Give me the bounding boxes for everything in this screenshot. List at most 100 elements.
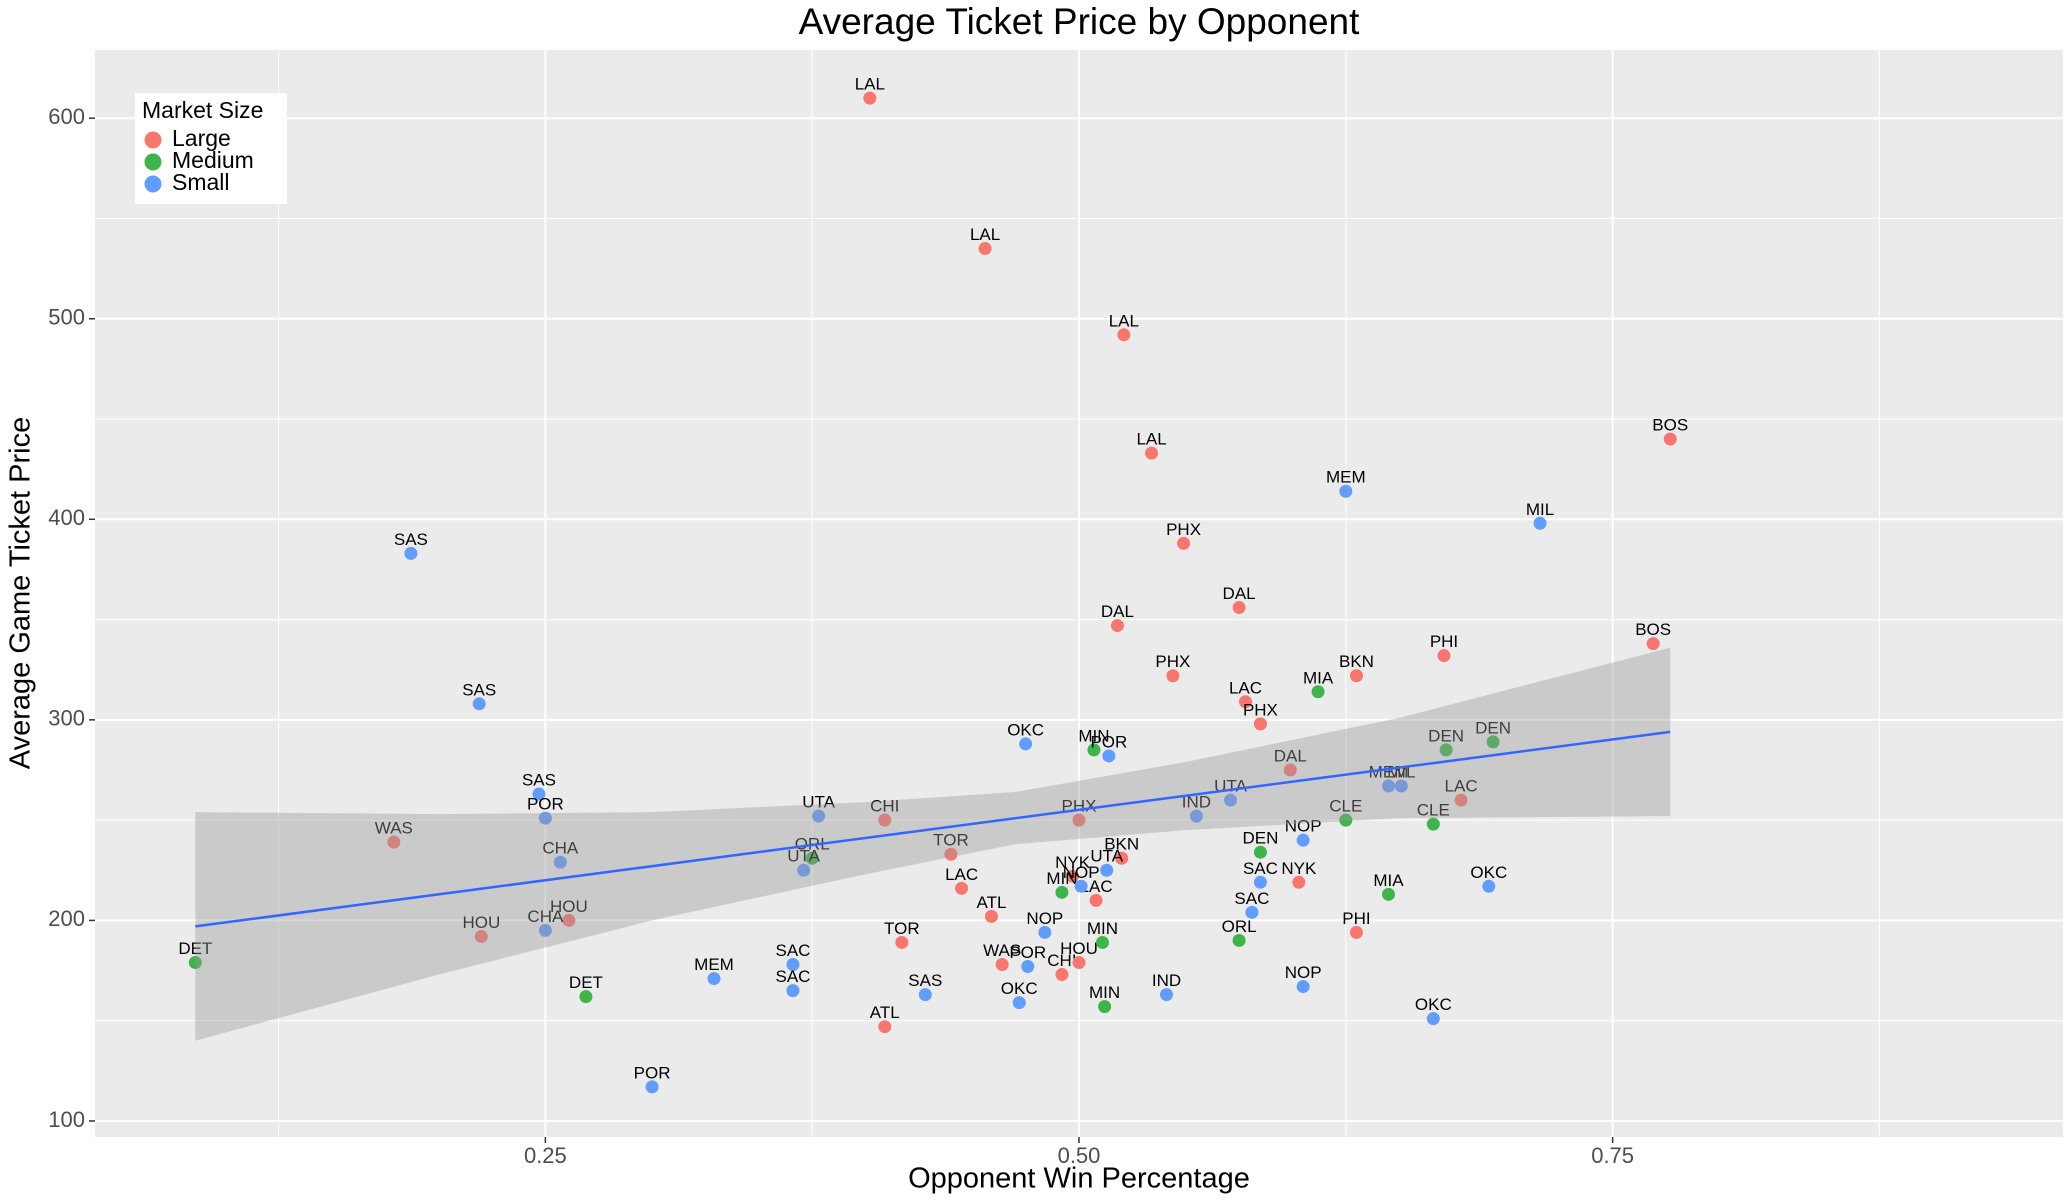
point bbox=[1253, 717, 1267, 731]
point-label: NYK bbox=[1055, 853, 1091, 872]
x-tick-label: 0.50 bbox=[1058, 1143, 1101, 1168]
point-label: NYK bbox=[1281, 859, 1317, 878]
point bbox=[1145, 446, 1159, 460]
point-label: TOR bbox=[933, 831, 969, 850]
point bbox=[1072, 956, 1086, 970]
point-label: LAC bbox=[1229, 678, 1262, 697]
point-label: SAC bbox=[1243, 859, 1278, 878]
point-label: WAS bbox=[983, 941, 1021, 960]
point-label: UTA bbox=[802, 793, 835, 812]
point-label: MEM bbox=[1326, 468, 1366, 487]
point bbox=[1426, 1012, 1440, 1026]
point-label: POR bbox=[1009, 943, 1046, 962]
point bbox=[1283, 763, 1297, 777]
point bbox=[918, 988, 932, 1002]
point bbox=[955, 881, 969, 895]
point-label: MIN bbox=[1046, 869, 1077, 888]
point bbox=[1232, 601, 1246, 615]
point-label: CHA bbox=[527, 907, 564, 926]
point bbox=[1253, 875, 1267, 889]
point-label: WAS bbox=[375, 819, 413, 838]
point bbox=[1646, 637, 1660, 651]
point-label: SAS bbox=[394, 530, 428, 549]
point bbox=[786, 984, 800, 998]
point-label: DAL bbox=[1274, 746, 1307, 765]
point bbox=[538, 811, 552, 825]
point bbox=[1311, 685, 1325, 699]
point-label: MIN bbox=[1089, 983, 1120, 1002]
point bbox=[1245, 905, 1259, 919]
point bbox=[786, 958, 800, 972]
point-label: BKN bbox=[1339, 652, 1374, 671]
point-label: BOS bbox=[1652, 416, 1688, 435]
point bbox=[1115, 851, 1129, 865]
point-label: CLE bbox=[1417, 801, 1450, 820]
point-label: MIL bbox=[1526, 500, 1554, 519]
point bbox=[1349, 925, 1363, 939]
point bbox=[1072, 813, 1086, 827]
point-label: HOU bbox=[550, 897, 588, 916]
point-label: IND bbox=[1152, 971, 1181, 990]
point bbox=[1177, 536, 1191, 550]
point bbox=[1382, 779, 1396, 793]
point bbox=[1238, 695, 1252, 709]
point bbox=[1663, 432, 1677, 446]
point-label: LAC bbox=[945, 865, 978, 884]
point-label: HOU bbox=[462, 913, 500, 932]
point-label: LAL bbox=[970, 225, 1000, 244]
point bbox=[1089, 893, 1103, 907]
y-tick-label: 300 bbox=[48, 706, 85, 731]
point-label: DET bbox=[178, 939, 212, 958]
point-label: PHX bbox=[1243, 700, 1278, 719]
point bbox=[1019, 737, 1033, 751]
point-label: TOR bbox=[884, 919, 920, 938]
point-label: DEN bbox=[1428, 726, 1464, 745]
x-tick-label: 0.25 bbox=[524, 1143, 567, 1168]
point bbox=[1292, 875, 1306, 889]
point bbox=[1394, 779, 1408, 793]
point bbox=[387, 835, 401, 849]
point-label: DET bbox=[569, 973, 603, 992]
point bbox=[1296, 980, 1310, 994]
point bbox=[797, 863, 811, 877]
point-label: HOU bbox=[1060, 939, 1098, 958]
point-label: ATL bbox=[977, 893, 1007, 912]
point bbox=[1426, 817, 1440, 831]
point bbox=[532, 787, 546, 801]
point-label: POR bbox=[634, 1063, 671, 1082]
point-label: MEM bbox=[694, 955, 734, 974]
point-label: OKC bbox=[1007, 720, 1044, 739]
point bbox=[474, 929, 488, 943]
point-label: SAC bbox=[775, 967, 810, 986]
point bbox=[1066, 869, 1080, 883]
point-label: CHI bbox=[870, 797, 899, 816]
point bbox=[1486, 735, 1500, 749]
point-label: LAL bbox=[1109, 311, 1139, 330]
point-label: OKC bbox=[1001, 979, 1038, 998]
point-label: LAL bbox=[855, 75, 885, 94]
point bbox=[878, 1020, 892, 1034]
point bbox=[1232, 933, 1246, 947]
point bbox=[863, 91, 877, 105]
point bbox=[472, 697, 486, 711]
point-label: DEN bbox=[1475, 718, 1511, 737]
point bbox=[1102, 749, 1116, 763]
point bbox=[1253, 845, 1267, 859]
point bbox=[1160, 988, 1174, 1002]
point-label: BOS bbox=[1635, 620, 1671, 639]
x-axis-label: Opponent Win Percentage bbox=[908, 1163, 1250, 1195]
point-label: UTA bbox=[1090, 847, 1123, 866]
point-label: SAC bbox=[1234, 889, 1269, 908]
point bbox=[1339, 813, 1353, 827]
point-label: MIN bbox=[1087, 919, 1118, 938]
point bbox=[1482, 879, 1496, 893]
point bbox=[1439, 743, 1453, 757]
point-label: DEN bbox=[1242, 829, 1278, 848]
point-label: LAC bbox=[1445, 777, 1478, 796]
point bbox=[645, 1080, 659, 1094]
point bbox=[553, 855, 567, 869]
point bbox=[1087, 743, 1101, 757]
point bbox=[1224, 793, 1238, 807]
point bbox=[895, 935, 909, 949]
point-label: OKC bbox=[1415, 995, 1452, 1014]
